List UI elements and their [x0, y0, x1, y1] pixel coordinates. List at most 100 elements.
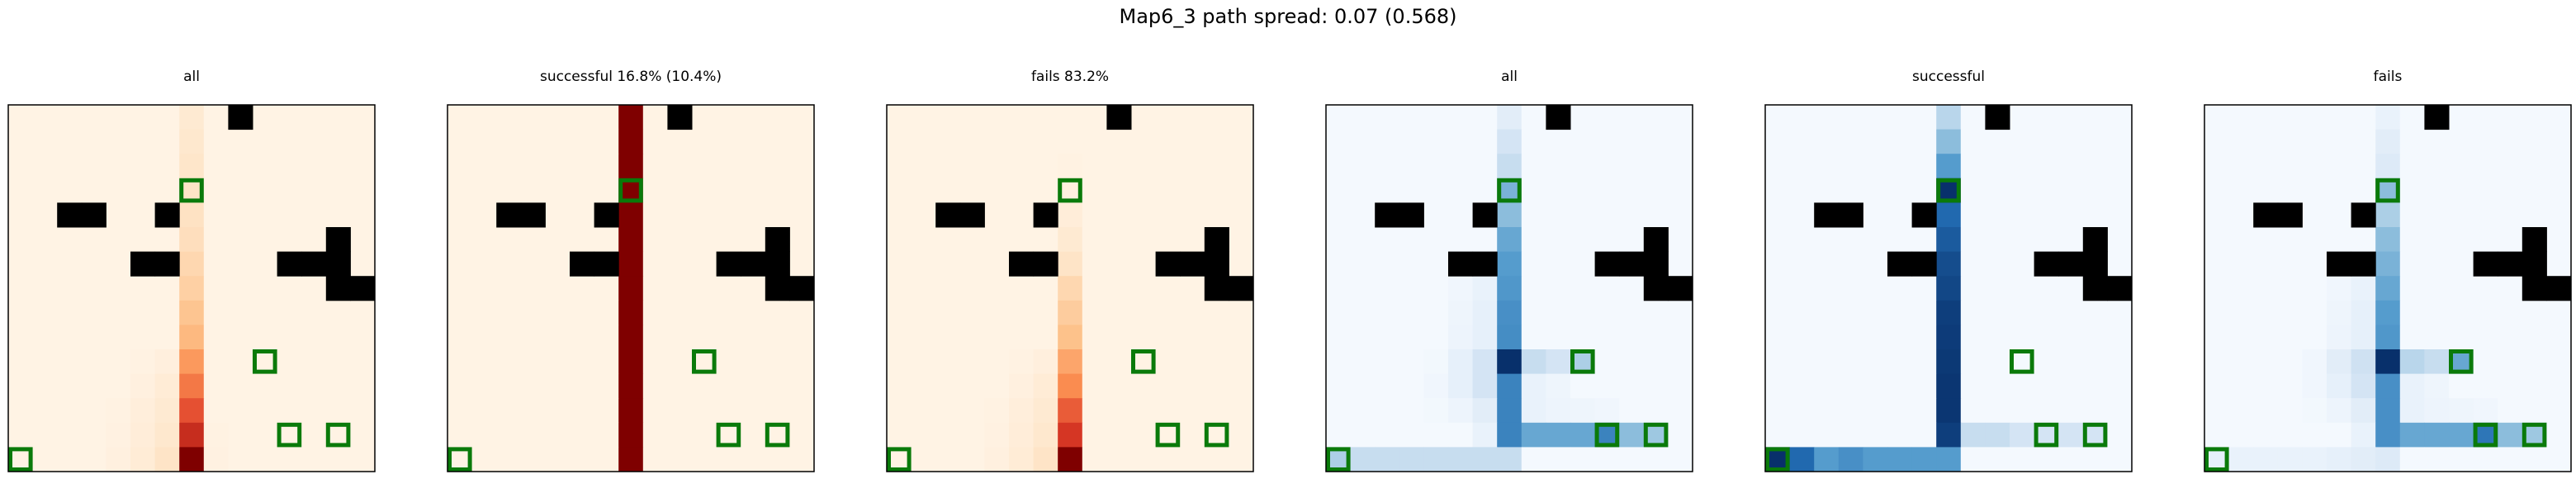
heatmap-cell [2228, 178, 2254, 203]
heatmap-cell [1472, 300, 1498, 325]
heatmap-cell [130, 227, 156, 253]
heatmap-cell [8, 300, 34, 325]
heatmap-cell [1106, 178, 1132, 203]
panel-frame [2204, 104, 2572, 472]
heatmap-cell [2351, 129, 2376, 154]
heatmap-cell [1838, 300, 1863, 325]
obstacle-cell [741, 251, 766, 277]
heatmap-cell [1229, 325, 1254, 350]
obstacle-cell [81, 202, 107, 228]
heatmap-cell [642, 178, 668, 203]
heatmap-cell [887, 300, 912, 325]
heatmap-cell [2010, 154, 2035, 179]
heatmap-cell [57, 105, 83, 130]
heatmap-cell [2010, 325, 2035, 350]
heatmap-cell [1326, 105, 1352, 130]
heatmap-cell [2399, 325, 2425, 350]
obstacle-cell [2034, 251, 2059, 277]
goal-marker [887, 447, 912, 472]
heatmap-cell [2399, 251, 2425, 277]
heatmap-cell [57, 154, 83, 179]
heatmap-cell [1546, 129, 1571, 154]
heatmap-cell [1521, 349, 1546, 375]
heatmap-cell [1155, 373, 1181, 399]
heatmap-cell [2399, 349, 2425, 375]
goal-marker [716, 422, 741, 448]
heatmap-cell [496, 349, 522, 375]
heatmap-cell [1814, 398, 1840, 424]
heatmap-cell [1668, 129, 1693, 154]
heatmap-cell [594, 325, 619, 350]
heatmap-cell [301, 154, 327, 179]
heatmap-cell [1668, 447, 1693, 472]
heatmap-cell [1497, 373, 1522, 399]
heatmap-cell [1985, 154, 2010, 179]
obstacle-cell [1375, 202, 1400, 228]
heatmap-cell [1131, 154, 1157, 179]
heatmap-cell [1668, 398, 1693, 424]
heatmap-cell [1375, 129, 1400, 154]
heatmap-cell [594, 154, 619, 179]
heatmap-cell [642, 422, 668, 448]
heatmap-cell [594, 105, 619, 130]
heatmap-cell [2302, 349, 2327, 375]
heatmap-cell [471, 178, 497, 203]
heatmap-cell [32, 105, 58, 130]
heatmap-cell [2351, 398, 2376, 424]
heatmap-cell [2546, 300, 2572, 325]
goal-marker [1765, 447, 1790, 472]
heatmap-cell [8, 105, 34, 130]
heatmap-cell [765, 373, 790, 399]
heatmap-cell [1936, 276, 1962, 301]
heatmap-cell [2204, 105, 2230, 130]
heatmap-cell [2228, 422, 2254, 448]
goal-marker [2473, 422, 2498, 448]
heatmap-cell [1106, 422, 1132, 448]
heatmap-cell [1765, 154, 1791, 179]
heatmap-cell [1399, 349, 1424, 375]
heatmap-cell [1009, 300, 1035, 325]
heatmap-cell [1033, 227, 1058, 253]
obstacle-cell [325, 227, 351, 253]
heatmap-cell [2058, 373, 2084, 399]
heatmap-cell [2277, 447, 2303, 472]
heatmap-cell [1985, 276, 2010, 301]
heatmap-cell [1155, 447, 1181, 472]
heatmap-cell [1765, 276, 1791, 301]
heatmap-cell [350, 251, 376, 277]
heatmap-cell [1960, 398, 1986, 424]
heatmap-cell [1863, 373, 1888, 399]
heatmap-cell [1009, 325, 1035, 350]
heatmap-cell [57, 398, 83, 424]
heatmap-cell [1619, 129, 1645, 154]
heatmap-cell [1789, 202, 1815, 228]
heatmap-cell [2034, 178, 2059, 203]
heatmap-cell [789, 447, 815, 472]
heatmap-cell [935, 129, 961, 154]
heatmap-cell [228, 373, 253, 399]
heatmap-cell [2302, 276, 2327, 301]
heatmap-cell [2107, 154, 2133, 179]
heatmap-cell [1521, 325, 1546, 350]
heatmap-cell [2351, 349, 2376, 375]
heatmap-cell [32, 422, 58, 448]
heatmap-cell [1911, 447, 1937, 472]
heatmap-cell [1521, 373, 1546, 399]
heatmap-cell [1009, 105, 1035, 130]
heatmap-cell [2277, 422, 2303, 448]
goal-marker [1594, 422, 1620, 448]
heatmap-cell [741, 227, 766, 253]
heatmap-cell [618, 251, 644, 277]
heatmap-cell [228, 349, 253, 375]
heatmap-cell [1985, 178, 2010, 203]
heatmap-cell [520, 447, 546, 472]
heatmap-cell [1985, 251, 2010, 277]
heatmap-cell [2498, 276, 2523, 301]
heatmap-cell [1155, 105, 1181, 130]
heatmap-cell [1472, 105, 1498, 130]
heatmap-cell [1009, 276, 1035, 301]
heatmap-cell [1643, 349, 1669, 375]
heatmap-cell [1448, 154, 1474, 179]
heatmap-cell [741, 325, 766, 350]
heatmap-cell [2522, 349, 2547, 375]
